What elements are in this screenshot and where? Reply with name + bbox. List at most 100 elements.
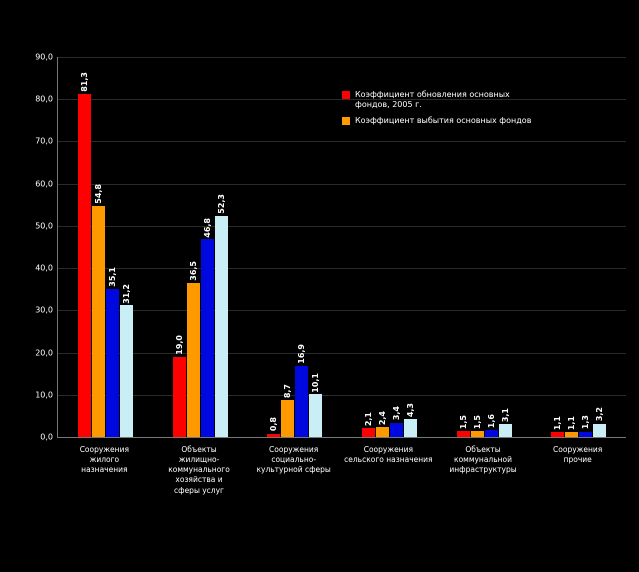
x-axis-label: Объекты коммунальной инфраструктуры <box>449 445 517 475</box>
bar-series-3 <box>498 423 512 437</box>
gridline <box>58 268 626 270</box>
y-axis-tick: 40,0 <box>35 263 53 273</box>
gridline <box>58 352 626 354</box>
bar-series-2 <box>484 430 498 437</box>
gridline <box>58 394 626 396</box>
bar-with-label: 1,1 <box>551 57 565 437</box>
bar-value-label: 81,3 <box>79 71 89 92</box>
bar-series-0 <box>77 93 91 437</box>
bar-with-label: 1,5 <box>470 57 484 437</box>
bar-series-2 <box>579 431 593 437</box>
x-axis-label: Объекты жилищно- коммунального хозяйства… <box>168 445 230 495</box>
bar-value-label: 36,5 <box>188 261 198 281</box>
bar-with-label: 16,9 <box>295 57 309 437</box>
bar-with-label: 52,3 <box>214 57 228 437</box>
bar-with-label: 36,5 <box>186 57 200 437</box>
x-axis-label: Сооружения социально- культурной сферы <box>256 445 331 475</box>
bar-value-label: 3,2 <box>595 407 605 422</box>
bar-group: 2,1 2,4 3,4 4,3 <box>342 57 437 437</box>
bar-value-label: 1,6 <box>486 414 496 429</box>
bar-with-label: 31,2 <box>119 57 133 437</box>
bar-with-label: 46,8 <box>200 57 214 437</box>
bar-value-label: 3,4 <box>391 406 401 421</box>
gridline <box>58 141 626 143</box>
bar-with-label: 2,4 <box>375 57 389 437</box>
bar-with-label: 81,3 <box>77 57 91 437</box>
legend-swatch <box>342 91 350 99</box>
y-axis-tick: 90,0 <box>35 52 53 62</box>
bar-group: 1,1 1,1 1,3 3,2 <box>531 57 626 437</box>
bar-series-3 <box>593 423 607 437</box>
bar-value-label: 1,1 <box>567 416 577 431</box>
bar-with-label: 4,3 <box>403 57 417 437</box>
bar-value-label: 8,7 <box>283 384 293 399</box>
bar-series-0 <box>456 430 470 437</box>
bar-value-label: 16,9 <box>297 343 307 364</box>
bar-value-label: 0,8 <box>269 417 279 432</box>
x-axis-labels: Сооружения жилого назначения Объекты жили… <box>57 445 625 496</box>
y-axis-tick: 50,0 <box>35 221 53 231</box>
legend-label: Коэффициент выбытия основных фондов <box>355 115 532 125</box>
bar-with-label: 1,6 <box>484 57 498 437</box>
bar-series-0 <box>267 433 281 437</box>
bar-with-label: 3,4 <box>389 57 403 437</box>
y-axis-tick: 60,0 <box>35 179 53 189</box>
y-axis-tick: 80,0 <box>35 94 53 104</box>
bar-with-label: 3,2 <box>593 57 607 437</box>
bar-with-label: 54,8 <box>91 57 105 437</box>
chart-legend: Коэффициент обновления основных фондов, … <box>342 90 535 126</box>
bar-value-label: 2,1 <box>363 411 373 427</box>
bar-with-label: 1,3 <box>579 57 593 437</box>
bar-value-label: 19,0 <box>174 335 184 355</box>
x-axis-label: Сооружения сельского назначения <box>344 445 433 465</box>
bar-series-0 <box>551 432 565 437</box>
bar-with-label: 3,1 <box>498 57 512 437</box>
bar-with-label: 19,0 <box>172 57 186 437</box>
bar-value-label: 1,1 <box>553 416 563 431</box>
bar-group: 19,0 36,5 46,8 52,3 <box>153 57 248 437</box>
bar-value-label: 4,3 <box>405 402 415 417</box>
bar-group: 1,5 1,5 1,6 3,1 <box>437 57 532 437</box>
bar-group: 0,8 8,7 16,9 10,1 <box>247 57 342 437</box>
bar-series-1 <box>565 432 579 437</box>
bar-series-1 <box>470 430 484 437</box>
bar-series-1 <box>375 426 389 437</box>
bar-with-label: 0,8 <box>267 57 281 437</box>
bar-value-label: 31,2 <box>121 283 131 304</box>
bar-with-label: 8,7 <box>281 57 295 437</box>
bar-with-label: 1,5 <box>456 57 470 437</box>
legend-label: Коэффициент обновления основных фондов, … <box>355 90 510 110</box>
bar-value-label: 10,1 <box>311 372 321 393</box>
bar-value-label: 1,3 <box>581 415 591 430</box>
bar-series-3 <box>403 418 417 437</box>
y-axis-tick: 70,0 <box>35 136 53 146</box>
x-axis-label: Сооружения жилого назначения <box>79 445 129 475</box>
bar-series-3 <box>214 216 228 437</box>
bar-series-1 <box>186 282 200 437</box>
legend-item: Коэффициент выбытия основных фондов <box>342 116 535 126</box>
x-axis-label: Сооружения прочие <box>553 445 603 465</box>
bar-value-label: 52,3 <box>216 194 226 215</box>
gridline <box>58 57 626 58</box>
y-axis-tick: 20,0 <box>35 348 53 358</box>
gridline <box>58 99 626 101</box>
bar-with-label: 35,1 <box>105 57 119 437</box>
y-axis-tick: 10,0 <box>35 390 53 400</box>
legend-item: Коэффициент обновления основных фондов, … <box>342 90 535 111</box>
bar-series-0 <box>361 428 375 437</box>
bar-series-2 <box>389 422 403 437</box>
bar-value-label: 3,1 <box>500 407 510 422</box>
bar-with-label: 10,1 <box>309 57 323 437</box>
gridline <box>58 310 626 312</box>
bar-value-label: 1,5 <box>472 414 482 429</box>
bar-value-label: 2,4 <box>377 410 387 425</box>
bar-group: 81,3 54,8 35,1 31,2 <box>58 57 153 437</box>
y-axis-tick: 30,0 <box>35 305 53 315</box>
bar-value-label: 35,1 <box>107 267 117 287</box>
bar-series-3 <box>119 305 133 437</box>
bar-series-1 <box>281 400 295 437</box>
bar-series-2 <box>295 365 309 437</box>
bar-value-label: 54,8 <box>93 183 103 204</box>
bar-with-label: 1,1 <box>565 57 579 437</box>
